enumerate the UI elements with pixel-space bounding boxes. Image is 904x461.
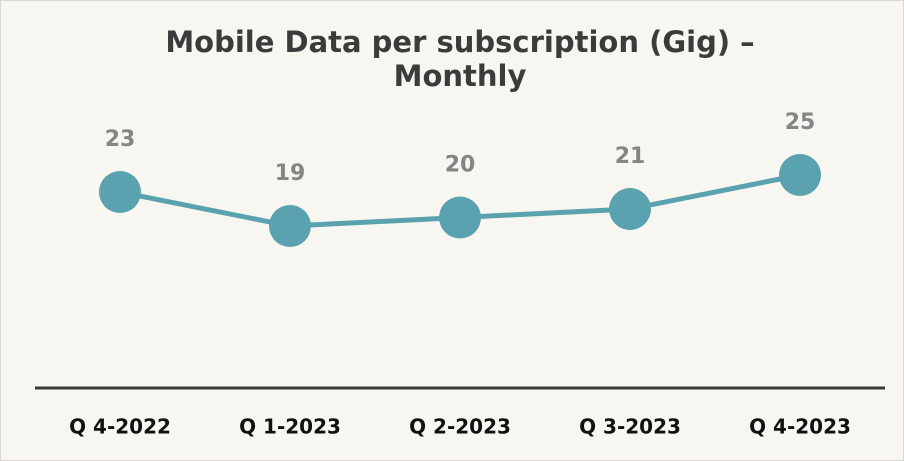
x-tick-label: Q 4-2023: [749, 415, 851, 439]
x-tick-label: Q 2-2023: [409, 415, 511, 439]
data-label: 20: [445, 153, 476, 178]
x-tick-label: Q 4-2022: [69, 415, 171, 439]
x-tick-label: Q 1-2023: [239, 415, 341, 439]
x-tick-label: Q 3-2023: [579, 415, 681, 439]
marker: [439, 196, 481, 239]
marker: [609, 188, 651, 230]
data-label: 25: [785, 110, 816, 135]
data-label: 23: [105, 127, 136, 152]
marker: [99, 171, 141, 213]
chart-title: Mobile Data per subscription (Gig) –: [165, 25, 754, 59]
chart-title: Monthly: [394, 59, 527, 93]
marker: [779, 154, 821, 196]
data-label: 19: [275, 161, 306, 186]
data-label: 21: [615, 144, 646, 169]
marker: [269, 205, 311, 247]
